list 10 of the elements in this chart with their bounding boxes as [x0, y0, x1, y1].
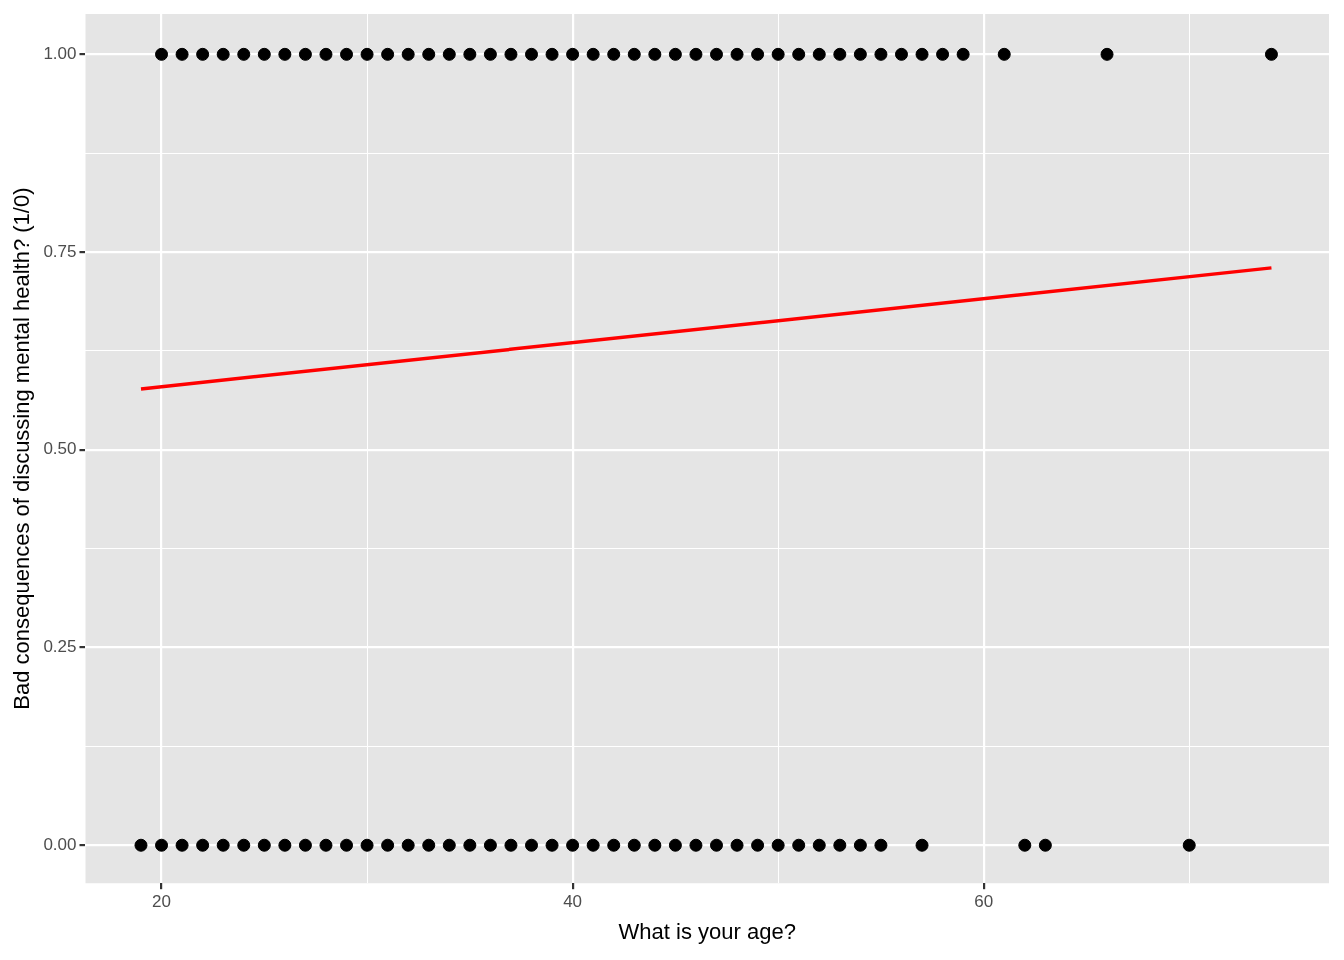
y-tick-label: 0.25 — [43, 637, 77, 657]
y-tick-label: 1.00 — [43, 44, 77, 64]
x-axis-title: What is your age? — [618, 918, 796, 944]
y-tick-label: 0.75 — [43, 241, 77, 261]
text: 0.00 — [43, 834, 77, 854]
x-tick-label: 60 — [974, 892, 994, 912]
y-tick-label: 0.50 — [43, 439, 77, 459]
x-tick-label: 20 — [152, 892, 171, 912]
y-axis-title: Bad consequences of discussing mental health? (1/0) — [9, 187, 35, 710]
x-tick-label: 40 — [563, 892, 583, 912]
